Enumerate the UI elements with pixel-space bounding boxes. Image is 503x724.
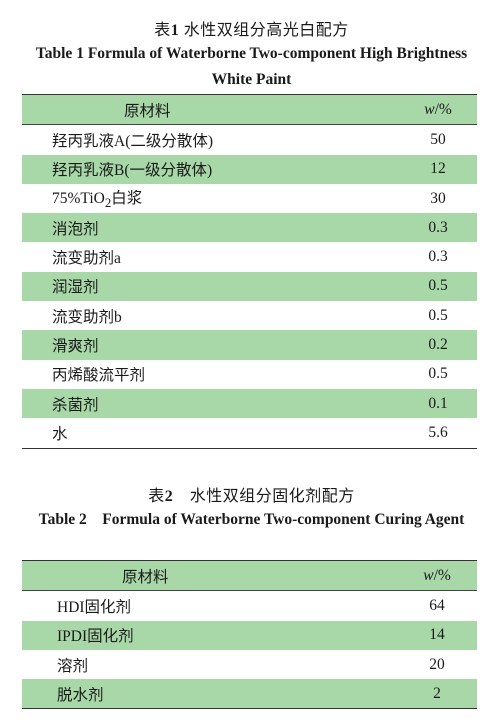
table2-header-material: 原材料: [122, 568, 169, 586]
row-material: 溶剂: [57, 657, 89, 675]
table2-caption-prefix: 表: [148, 488, 165, 505]
table-row: 滑爽剂 0.2: [22, 330, 477, 360]
row-value: 50: [430, 130, 446, 148]
table1-header-material: 原材料: [124, 102, 171, 120]
table-row: 羟丙乳液B(一级分散体) 12: [22, 154, 477, 184]
table1-caption-cn: 表1 水性双组分高光白配方: [0, 16, 503, 40]
row-material: 滑爽剂: [52, 338, 99, 356]
row-value: 64: [429, 596, 445, 614]
table-row: 润湿剂 0.5: [22, 271, 477, 302]
table2-header-w: w/%: [397, 561, 477, 591]
table2-caption-en: Table 2 Formula of Waterborne Two-compon…: [38, 511, 465, 528]
row-value: 0.5: [428, 277, 448, 295]
w-unit: /%: [434, 100, 452, 118]
table2-header-row: 原材料 w/%: [22, 560, 477, 591]
row-value: 0.3: [428, 248, 448, 266]
row-value: 0.1: [428, 394, 448, 412]
table-row: 脱水剂 2: [22, 679, 477, 709]
row-value: 0.5: [428, 365, 448, 383]
row-value: 2: [433, 684, 441, 702]
table-row: 丙烯酸流平剂 0.5: [22, 360, 477, 389]
row-material: HDI固化剂: [57, 598, 132, 616]
row-material: IPDI固化剂: [57, 628, 134, 646]
row-value: 5.6: [428, 423, 448, 441]
tio2-suffix: 白浆: [111, 189, 143, 207]
w-unit: /%: [433, 566, 451, 584]
row-value: 12: [430, 160, 446, 178]
table2: 原材料 w/% HDI固化剂 64 IPDI固化剂 14 溶剂 20 脱水剂 2: [22, 560, 477, 709]
table2-caption-cn: 表2 水性双组分固化剂配方: [0, 482, 503, 506]
row-material: 脱水剂: [57, 686, 104, 704]
row-value: 30: [430, 189, 446, 207]
row-material: 75%TiO2白浆: [22, 184, 399, 213]
table2-caption-text: 水性双组分固化剂配方: [173, 488, 355, 505]
tio2-subscript: 2: [104, 195, 112, 211]
row-material: 丙烯酸流平剂: [52, 367, 146, 385]
table1-caption-en: Table 1 Formula of Waterborne Two-compon…: [35, 45, 468, 88]
row-material: 羟丙乳液B(一级分散体): [52, 162, 213, 180]
table-row: 消泡剂 0.3: [22, 213, 477, 243]
row-material: 杀菌剂: [52, 396, 99, 414]
row-material: 消泡剂: [52, 220, 99, 238]
table-row: 杀菌剂 0.1: [22, 388, 477, 419]
table-row: 75%TiO2白浆 30: [22, 184, 477, 213]
table2-caption-number: 2: [164, 488, 174, 505]
row-value: 14: [429, 626, 445, 644]
row-value: 20: [429, 655, 445, 673]
row-value: 0.5: [428, 306, 448, 324]
w-symbol: w: [424, 100, 435, 118]
table-row: 水 5.6: [22, 418, 477, 449]
table1-header-w: w/%: [399, 95, 477, 125]
table-row: 流变助剂b 0.5: [22, 301, 477, 330]
table1-caption-prefix: 表: [154, 22, 171, 39]
table-row: 羟丙乳液A(二级分散体) 50: [22, 125, 477, 155]
table-row: HDI固化剂 64: [22, 591, 477, 621]
row-material: 流变助剂b: [52, 308, 122, 326]
row-value: 0.3: [428, 218, 448, 236]
w-symbol: w: [423, 566, 434, 584]
row-material: 润湿剂: [52, 279, 99, 297]
table-row: 流变助剂a 0.3: [22, 242, 477, 271]
table1-caption-number: 1: [170, 22, 180, 39]
table1-caption-text: 水性双组分高光白配方: [179, 22, 349, 39]
table1-header-row: 原材料 w/%: [22, 94, 477, 125]
row-material: 羟丙乳液A(二级分散体): [52, 132, 214, 150]
table1: 原材料 w/% 羟丙乳液A(二级分散体) 50 羟丙乳液B(一级分散体) 12 75…: [22, 94, 477, 449]
table-row: 溶剂 20: [22, 650, 477, 679]
tio2-prefix: 75%TiO: [52, 189, 105, 207]
table-row: IPDI固化剂 14: [22, 620, 477, 650]
row-material: 流变助剂a: [52, 250, 121, 268]
row-value: 0.2: [428, 336, 448, 354]
row-material: 水: [52, 425, 68, 443]
